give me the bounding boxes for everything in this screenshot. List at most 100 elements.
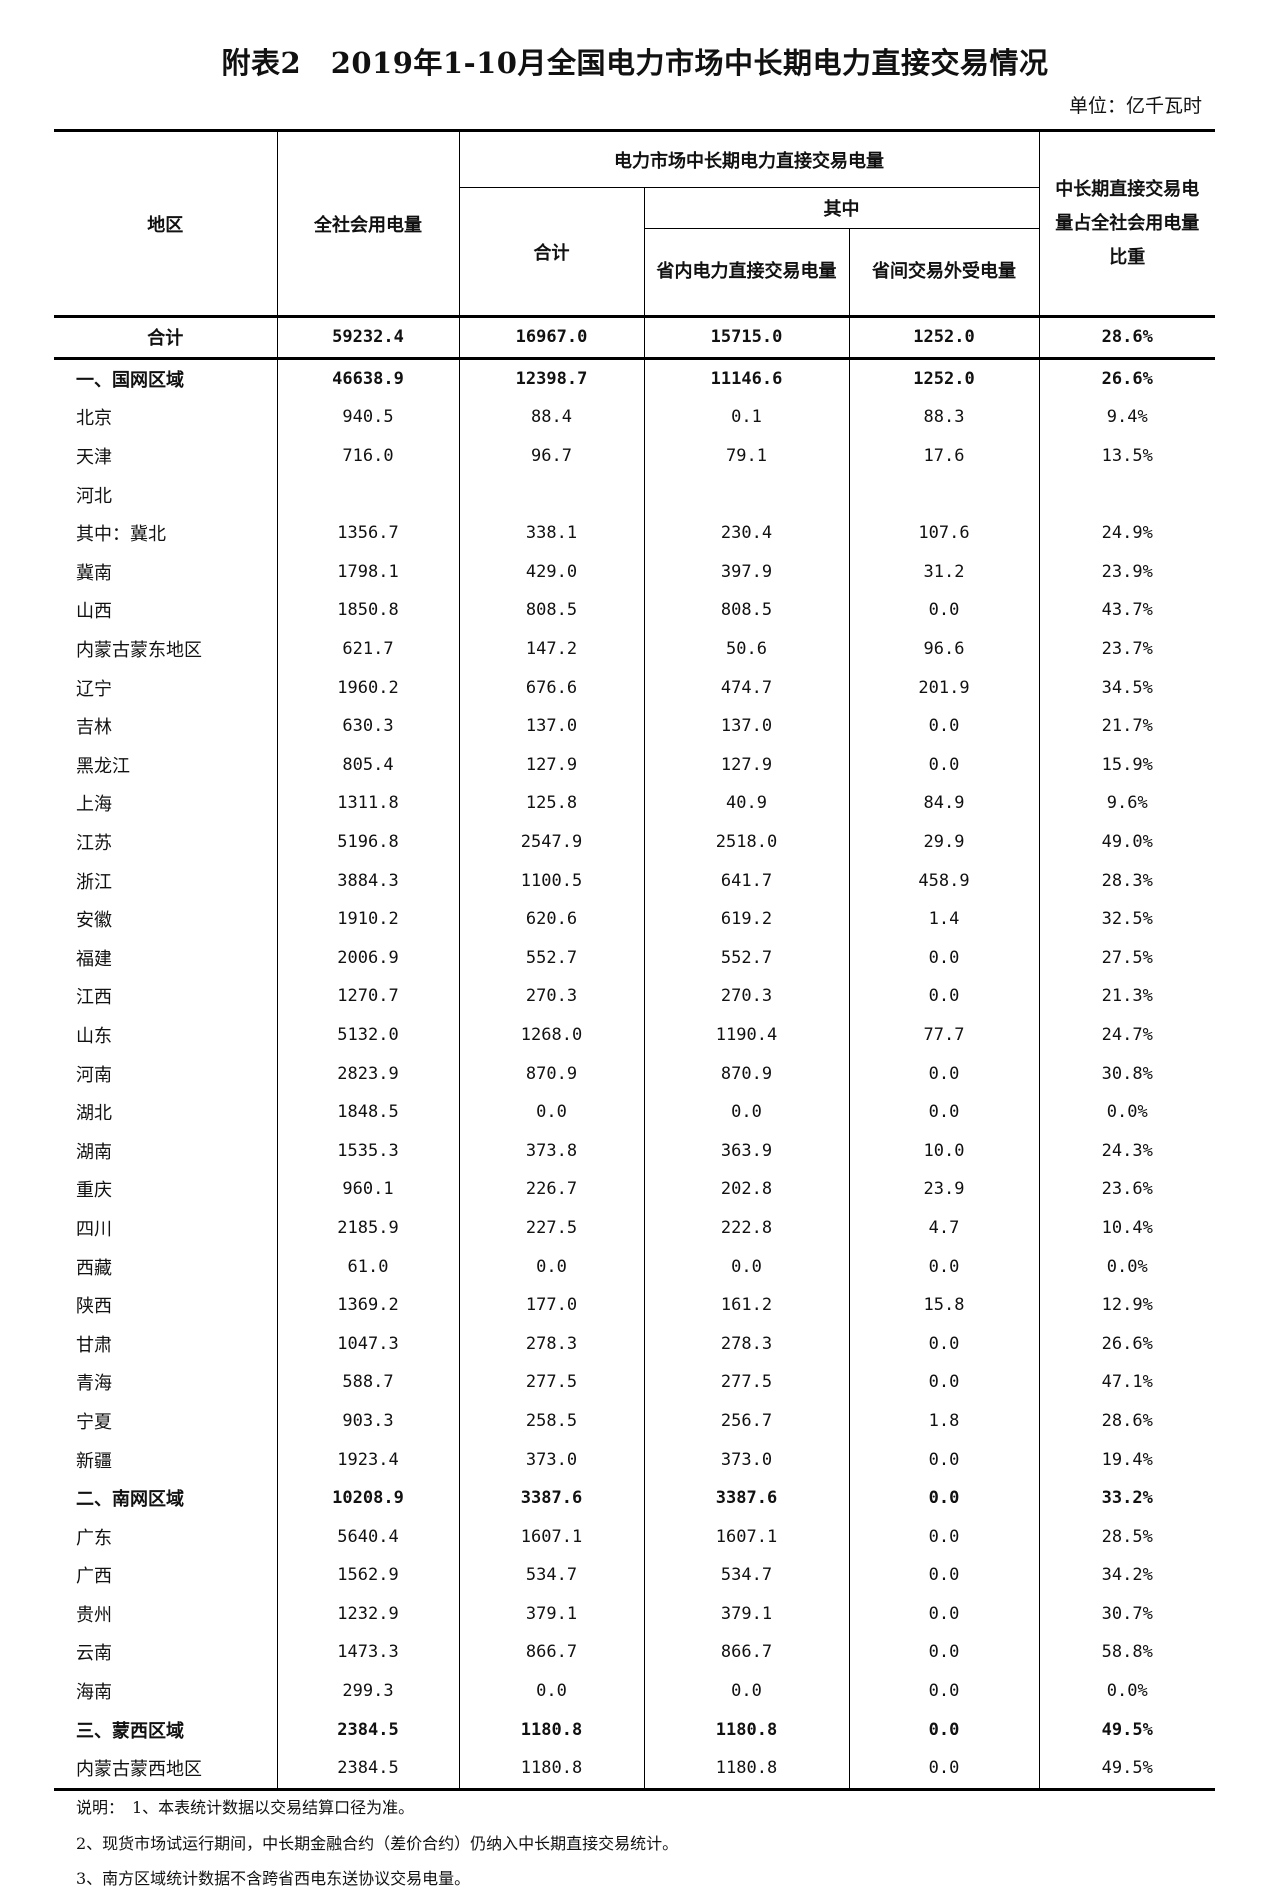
header-inter-province: 省间交易外受电量 (848, 228, 1040, 317)
trade-sum-cell: 373.0 (458, 1440, 644, 1479)
ratio-cell: 34.5% (1038, 668, 1216, 707)
table-row: 内蒙古蒙东地区 621.7 147.2 50.6 96.6 23.7% (54, 629, 1216, 669)
intra-province-cell: 534.7 (643, 1556, 849, 1595)
table-row: 安徽 1910.2 620.6 619.2 1.4 32.5% (54, 899, 1216, 939)
ratio-cell: 58.8% (1038, 1633, 1216, 1672)
total-consumption-cell: 1232.9 (276, 1594, 459, 1634)
ratio-cell: 26.6% (1038, 358, 1216, 399)
trade-sum-cell: 12398.7 (458, 358, 644, 399)
region-cell: 湖南 (76, 1141, 112, 1163)
trade-sum-cell: 338.1 (458, 513, 644, 553)
inter-province-cell: 77.7 (848, 1015, 1040, 1055)
inter-province-cell: 0.0 (848, 938, 1040, 978)
trade-sum-cell: 258.5 (458, 1401, 644, 1441)
header-total-consumption: 全社会用电量 (276, 130, 460, 317)
intra-province-cell: 1607.1 (643, 1517, 849, 1556)
inter-province-cell: 201.9 (848, 668, 1040, 707)
trade-sum-cell: 0.0 (458, 1671, 644, 1711)
intra-province-cell: 552.7 (643, 938, 849, 978)
region-cell: 合计 (147, 328, 184, 350)
region-cell: 青海 (76, 1373, 112, 1395)
intra-province-cell: 161.2 (643, 1285, 849, 1325)
region-cell: 黑龙江 (76, 755, 130, 777)
intra-province-cell: 474.7 (643, 668, 849, 707)
intra-province-cell: 230.4 (643, 513, 849, 553)
intra-province-cell: 641.7 (643, 861, 849, 900)
total-consumption-cell: 2006.9 (276, 938, 459, 978)
inter-province-cell: 0.0 (848, 1247, 1040, 1286)
region-cell: 安徽 (76, 910, 112, 932)
total-consumption-cell: 1473.3 (276, 1633, 459, 1672)
region-cell: 一、国网区域 (76, 369, 184, 391)
note-2: 2、现货市场试运行期间，中长期金融合约（差价合约）仍纳入中长期直接交易统计。 (76, 1833, 679, 1853)
table-row: 山东 5132.0 1268.0 1190.4 77.7 24.7% (54, 1015, 1216, 1055)
inter-province-cell: 0.0 (848, 1556, 1040, 1595)
total-consumption-cell: 940.5 (276, 398, 459, 437)
region-cell: 西藏 (76, 1257, 112, 1279)
table-row: 江苏 5196.8 2547.9 2518.0 29.9 49.0% (54, 822, 1216, 862)
trade-sum-cell: 620.6 (458, 899, 644, 939)
trade-sum-cell: 1180.8 (458, 1748, 644, 1790)
total-consumption-cell: 1960.2 (276, 668, 459, 707)
inter-province-cell: 0.0 (848, 1092, 1040, 1132)
inter-province-cell: 1.4 (848, 899, 1040, 939)
intra-province-cell: 15715.0 (643, 316, 849, 359)
inter-province-cell: 0.0 (848, 1440, 1040, 1479)
total-consumption-cell: 2384.5 (276, 1748, 459, 1790)
region-cell: 陕西 (76, 1296, 112, 1318)
trade-sum-cell: 88.4 (458, 398, 644, 437)
intra-province-cell: 79.1 (643, 436, 849, 476)
trade-sum-cell: 147.2 (458, 629, 644, 669)
table-body: 合计 59232.4 16967.0 15715.0 1252.0 28.6% 一、国网区域… (54, 316, 1216, 1790)
region-cell: 新疆 (76, 1450, 112, 1472)
total-consumption-cell: 805.4 (276, 745, 459, 785)
ratio-cell: 49.5% (1038, 1710, 1216, 1749)
intra-province-cell: 0.0 (643, 1247, 849, 1286)
table-row: 黑龙江 805.4 127.9 127.9 0.0 15.9% (54, 745, 1216, 785)
trade-sum-cell: 1100.5 (458, 861, 644, 900)
ratio-cell: 19.4% (1038, 1440, 1216, 1479)
ratio-cell: 28.3% (1038, 861, 1216, 900)
intra-province-cell: 256.7 (643, 1401, 849, 1441)
ratio-cell: 24.7% (1038, 1015, 1216, 1055)
region-cell: 广西 (76, 1566, 112, 1588)
region-cell: 河北 (76, 485, 112, 507)
note-3: 3、南方区域统计数据不含跨省西电东送协议交易电量。 (76, 1869, 471, 1888)
table-row: 冀南 1798.1 429.0 397.9 31.2 23.9% (54, 552, 1216, 592)
note-1: 说明： 1、本表统计数据以交易结算口径为准。 (76, 1798, 415, 1817)
table-row: 西藏 61.0 0.0 0.0 0.0 0.0% (54, 1247, 1216, 1286)
region-cell: 内蒙古蒙西地区 (76, 1759, 202, 1781)
ratio-cell: 30.8% (1038, 1054, 1216, 1093)
trade-sum-cell: 277.5 (458, 1363, 644, 1402)
table-row: 浙江 3884.3 1100.5 641.7 458.9 28.3% (54, 861, 1216, 900)
table-row: 内蒙古蒙西地区 2384.5 1180.8 1180.8 0.0 49.5% (54, 1748, 1216, 1790)
total-consumption-cell: 1369.2 (276, 1285, 459, 1325)
table-row: 江西 1270.7 270.3 270.3 0.0 21.3% (54, 977, 1216, 1016)
region-cell: 江西 (76, 987, 112, 1009)
trade-sum-cell: 808.5 (458, 591, 644, 630)
header-of-which: 其中 (643, 187, 1040, 229)
intra-province-cell: 373.0 (643, 1440, 849, 1479)
total-consumption-cell: 1910.2 (276, 899, 459, 939)
ratio-cell: 47.1% (1038, 1363, 1216, 1402)
trade-sum-cell: 96.7 (458, 436, 644, 476)
table-row: 四川 2185.9 227.5 222.8 4.7 10.4% (54, 1208, 1216, 1248)
region-cell: 贵州 (76, 1604, 112, 1626)
ratio-cell: 30.7% (1038, 1594, 1216, 1634)
ratio-cell: 27.5% (1038, 938, 1216, 978)
total-consumption-cell: 59232.4 (276, 316, 459, 359)
inter-province-cell: 29.9 (848, 822, 1040, 862)
total-consumption-cell: 2185.9 (276, 1208, 459, 1248)
ratio-cell: 23.6% (1038, 1170, 1216, 1209)
trade-sum-cell: 227.5 (458, 1208, 644, 1248)
total-consumption-cell: 1535.3 (276, 1131, 459, 1171)
total-consumption-cell: 1923.4 (276, 1440, 459, 1479)
trade-sum-cell: 534.7 (458, 1556, 644, 1595)
ratio-cell: 0.0% (1038, 1092, 1216, 1132)
ratio-cell (1038, 475, 1216, 514)
intra-province-cell: 137.0 (643, 706, 849, 746)
inter-province-cell: 458.9 (848, 861, 1040, 900)
inter-province-cell: 0.0 (848, 1324, 1040, 1364)
inter-province-cell: 0.0 (848, 1517, 1040, 1556)
intra-province-cell: 870.9 (643, 1054, 849, 1093)
